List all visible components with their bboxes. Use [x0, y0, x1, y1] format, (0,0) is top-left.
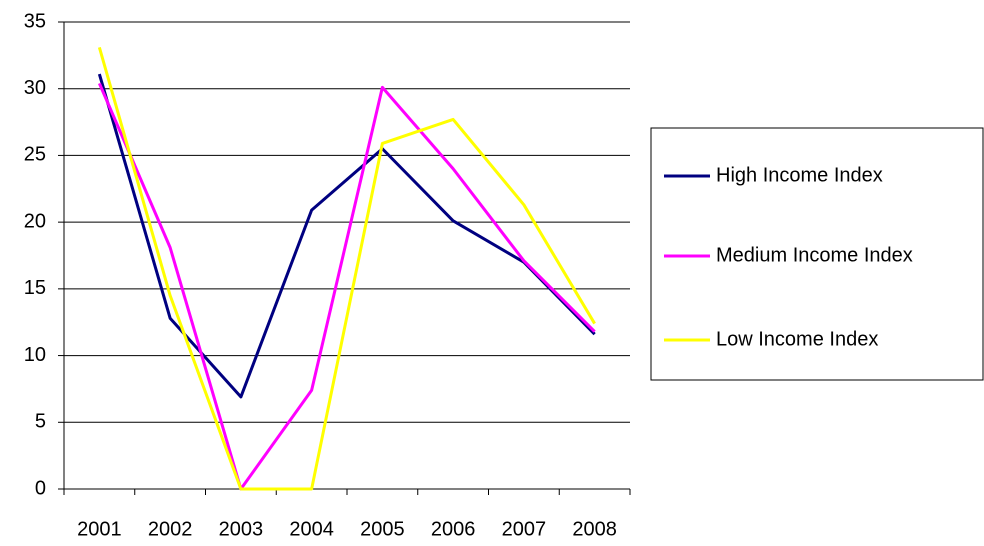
y-tick-label: 30	[24, 77, 46, 99]
y-tick-label: 35	[24, 10, 46, 32]
legend-label: High Income Index	[716, 164, 883, 186]
x-tick-label: 2006	[431, 518, 476, 540]
x-tick-label: 2001	[77, 518, 122, 540]
legend-label: Low Income Index	[716, 328, 878, 350]
y-tick-label: 25	[24, 144, 46, 166]
series-line	[97, 82, 596, 491]
x-tick-label: 2003	[219, 518, 264, 540]
y-tick-label: 20	[24, 210, 46, 232]
x-tick-label: 2004	[289, 518, 334, 540]
x-tick-label: 2002	[148, 518, 193, 540]
legend-box	[650, 127, 984, 381]
y-tick-label: 5	[35, 411, 46, 433]
series-line	[97, 46, 596, 491]
legend-label: Medium Income Index	[716, 244, 913, 266]
x-tick-label: 2008	[572, 518, 617, 540]
y-tick-label: 0	[35, 477, 46, 499]
x-tick-label: 2007	[502, 518, 547, 540]
y-tick-label: 15	[24, 277, 46, 299]
y-tick-label: 10	[24, 344, 46, 366]
x-tick-label: 2005	[360, 518, 405, 540]
